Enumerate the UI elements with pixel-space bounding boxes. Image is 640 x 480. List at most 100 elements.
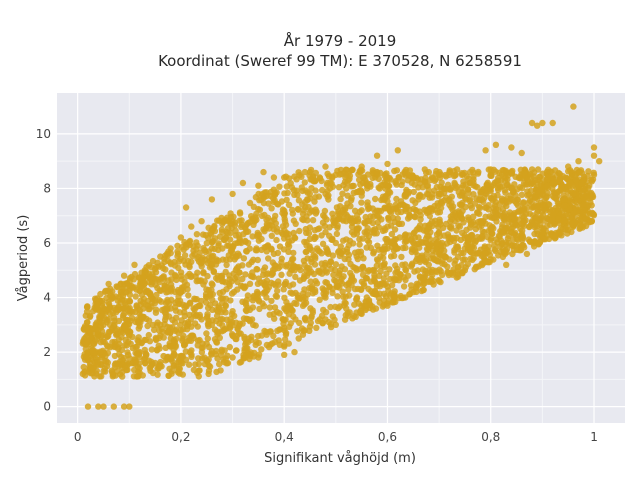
data-point bbox=[539, 201, 546, 208]
data-point bbox=[175, 293, 182, 301]
data-point bbox=[200, 281, 207, 288]
data-point bbox=[373, 168, 381, 176]
data-point bbox=[145, 262, 153, 269]
data-point bbox=[198, 256, 205, 263]
data-point bbox=[242, 301, 250, 308]
data-point bbox=[327, 321, 335, 328]
data-point bbox=[464, 261, 471, 268]
data-point bbox=[157, 253, 164, 260]
data-point bbox=[402, 261, 409, 268]
data-point bbox=[306, 168, 314, 176]
data-point bbox=[353, 295, 360, 302]
data-point bbox=[418, 287, 425, 295]
data-point bbox=[290, 261, 297, 269]
data-point bbox=[153, 336, 160, 344]
data-point bbox=[190, 311, 198, 318]
data-point bbox=[502, 247, 509, 254]
data-point bbox=[156, 345, 163, 352]
data-point bbox=[336, 203, 344, 210]
data-point bbox=[103, 358, 110, 365]
data-point bbox=[171, 258, 178, 266]
data-point bbox=[399, 201, 406, 208]
data-point bbox=[561, 217, 568, 224]
data-point bbox=[289, 290, 296, 297]
data-point bbox=[350, 313, 358, 320]
data-point bbox=[212, 300, 219, 307]
data-point bbox=[522, 217, 529, 224]
data-point bbox=[255, 296, 262, 304]
data-point bbox=[410, 188, 417, 196]
data-point bbox=[345, 280, 352, 288]
data-point bbox=[141, 267, 148, 274]
data-point bbox=[195, 367, 203, 374]
data-point bbox=[393, 195, 400, 203]
data-point bbox=[226, 272, 233, 279]
data-point bbox=[248, 258, 255, 266]
data-point bbox=[255, 182, 262, 189]
data-point bbox=[213, 256, 220, 263]
data-point bbox=[295, 206, 302, 213]
data-point bbox=[120, 272, 128, 279]
data-point bbox=[301, 168, 309, 176]
data-point bbox=[535, 240, 543, 247]
data-point bbox=[520, 199, 527, 206]
data-point bbox=[115, 362, 123, 369]
data-point bbox=[270, 250, 278, 258]
data-point bbox=[299, 187, 306, 195]
data-point bbox=[518, 184, 526, 192]
data-point bbox=[392, 236, 399, 243]
data-point bbox=[224, 352, 231, 359]
data-point bbox=[312, 253, 319, 260]
data-point bbox=[363, 294, 370, 301]
data-point bbox=[379, 254, 387, 262]
data-point bbox=[280, 286, 287, 293]
data-point bbox=[555, 203, 562, 210]
data-point bbox=[436, 216, 443, 223]
data-point bbox=[332, 239, 339, 247]
data-point bbox=[370, 250, 377, 257]
data-point bbox=[265, 200, 272, 207]
data-point bbox=[358, 302, 365, 309]
data-point bbox=[487, 166, 494, 173]
data-point bbox=[226, 343, 233, 351]
data-point bbox=[255, 354, 262, 361]
data-point bbox=[477, 190, 484, 198]
data-point bbox=[400, 283, 408, 290]
data-point bbox=[329, 313, 336, 320]
data-point bbox=[281, 174, 288, 181]
data-point bbox=[438, 200, 446, 207]
data-point bbox=[294, 191, 301, 198]
data-point bbox=[549, 119, 556, 127]
data-point bbox=[260, 290, 267, 297]
data-point bbox=[351, 249, 359, 256]
data-point bbox=[311, 233, 318, 241]
data-point bbox=[254, 280, 262, 287]
data-point bbox=[326, 224, 333, 231]
data-point bbox=[188, 223, 195, 230]
data-point bbox=[414, 281, 422, 289]
data-point bbox=[357, 248, 365, 255]
data-point bbox=[223, 261, 230, 269]
data-point bbox=[492, 168, 499, 175]
data-point bbox=[271, 315, 278, 322]
data-point bbox=[228, 224, 236, 232]
data-point bbox=[429, 247, 436, 254]
data-point bbox=[258, 235, 265, 243]
data-point bbox=[508, 228, 515, 236]
data-point bbox=[249, 304, 257, 311]
data-point bbox=[206, 264, 214, 271]
data-point bbox=[425, 225, 432, 232]
data-point bbox=[229, 332, 236, 339]
data-point bbox=[182, 204, 190, 211]
data-point bbox=[575, 158, 582, 165]
data-point bbox=[372, 195, 379, 203]
data-point bbox=[281, 212, 288, 219]
data-point bbox=[143, 288, 150, 295]
data-point bbox=[330, 214, 337, 222]
data-point bbox=[105, 280, 112, 288]
data-point bbox=[274, 200, 281, 208]
data-point bbox=[219, 228, 226, 236]
data-point bbox=[454, 253, 462, 261]
data-point bbox=[125, 351, 132, 359]
data-point bbox=[177, 357, 185, 364]
